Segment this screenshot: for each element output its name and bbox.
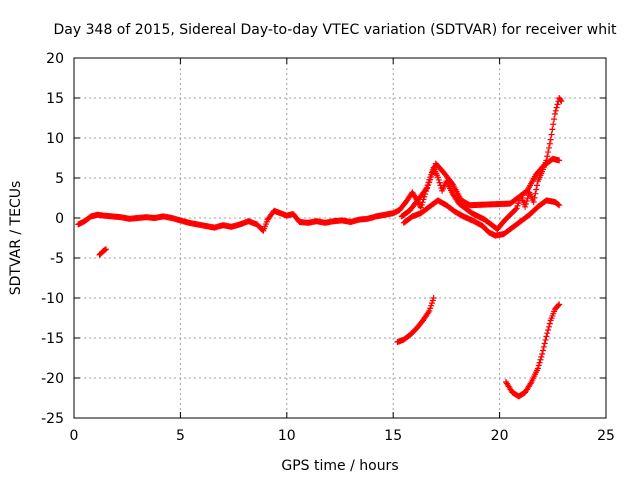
y-tick-label: -20 <box>41 371 64 387</box>
data-point <box>539 351 546 357</box>
data-point <box>544 330 551 337</box>
x-tick-label: 10 <box>278 428 296 444</box>
data-point <box>430 165 437 172</box>
data-point <box>429 168 436 175</box>
data-point <box>522 203 529 210</box>
data-points <box>75 95 565 400</box>
data-point <box>417 204 424 211</box>
data-point <box>435 176 442 183</box>
x-tick-label: 0 <box>70 428 79 444</box>
plot-frame <box>73 57 607 419</box>
data-point <box>425 309 432 316</box>
data-point <box>537 356 544 363</box>
y-tick-label: -15 <box>41 331 64 347</box>
data-point <box>540 343 547 350</box>
x-tick-label: 15 <box>384 428 402 444</box>
data-point <box>548 131 555 138</box>
data-point <box>448 180 455 187</box>
data-point <box>531 194 538 201</box>
data-point <box>538 353 545 360</box>
data-point <box>423 185 430 192</box>
data-point <box>546 140 553 147</box>
data-point <box>551 111 558 117</box>
series-fragment-20h <box>502 301 563 400</box>
data-point <box>545 327 552 333</box>
y-tick-label: 10 <box>46 131 64 147</box>
data-point <box>558 98 565 105</box>
data-point <box>552 107 559 114</box>
data-point <box>418 201 425 208</box>
data-point <box>545 149 552 156</box>
data-point <box>544 153 551 160</box>
series-fragment-15h <box>394 295 437 345</box>
data-point <box>428 173 435 180</box>
x-tick-labels: 0 5 10 15 20 25 <box>70 428 615 444</box>
x-tick-label: 25 <box>597 428 615 444</box>
y-tick-label: -25 <box>41 411 64 427</box>
data-point <box>102 246 109 253</box>
data-point <box>556 202 563 209</box>
data-point <box>434 174 441 181</box>
y-tick-label: -5 <box>50 251 64 267</box>
data-point <box>545 144 552 151</box>
data-point <box>426 179 433 186</box>
data-point <box>512 206 519 213</box>
data-point <box>534 365 541 372</box>
data-point <box>535 362 542 369</box>
x-tick-label: 20 <box>491 428 509 444</box>
data-point <box>420 196 427 203</box>
data-point <box>551 116 558 123</box>
data-point <box>549 126 556 133</box>
y-tick-label: 20 <box>46 51 64 67</box>
data-point <box>555 201 562 208</box>
y-tick-label: 0 <box>55 211 64 227</box>
series-main <box>75 95 565 234</box>
data-point <box>542 336 549 343</box>
data-point <box>541 340 548 347</box>
x-axis-title: GPS time / hours <box>281 458 398 474</box>
data-point <box>547 136 554 143</box>
data-point <box>425 181 432 188</box>
data-point <box>530 199 537 205</box>
data-point <box>430 295 437 301</box>
axis-ticks <box>73 57 607 419</box>
data-point <box>556 157 563 164</box>
data-point <box>522 200 529 207</box>
data-point <box>424 184 431 191</box>
series-lower-branch <box>400 197 563 239</box>
data-point <box>553 104 560 111</box>
data-point <box>436 179 443 186</box>
data-point <box>540 347 547 354</box>
x-tick-label: 5 <box>176 428 185 444</box>
data-point <box>523 198 530 205</box>
data-point <box>556 301 563 308</box>
y-tick-label: 15 <box>46 91 64 107</box>
data-point <box>557 97 564 104</box>
data-point <box>536 359 543 366</box>
y-tick-label: -10 <box>41 291 64 307</box>
chart-title: Day 348 of 2015, Sidereal Day-to-day VTE… <box>54 22 617 38</box>
data-point <box>532 190 539 197</box>
series-early-fragment <box>96 246 109 258</box>
data-point <box>427 176 434 183</box>
data-point <box>554 101 561 108</box>
data-point <box>419 199 426 206</box>
data-point <box>546 320 553 327</box>
data-point <box>555 302 562 309</box>
series-upper-branch <box>398 155 563 220</box>
data-point <box>428 171 435 178</box>
data-point <box>543 333 550 340</box>
data-point <box>550 121 557 128</box>
y-tick-labels: -25 -20 -15 -10 -5 0 5 10 15 20 <box>41 51 64 427</box>
data-point <box>545 323 552 330</box>
y-axis-title: SDTVAR / TECUs <box>8 181 24 296</box>
data-point <box>534 182 541 189</box>
y-tick-label: 5 <box>55 171 64 187</box>
data-point <box>533 186 540 193</box>
